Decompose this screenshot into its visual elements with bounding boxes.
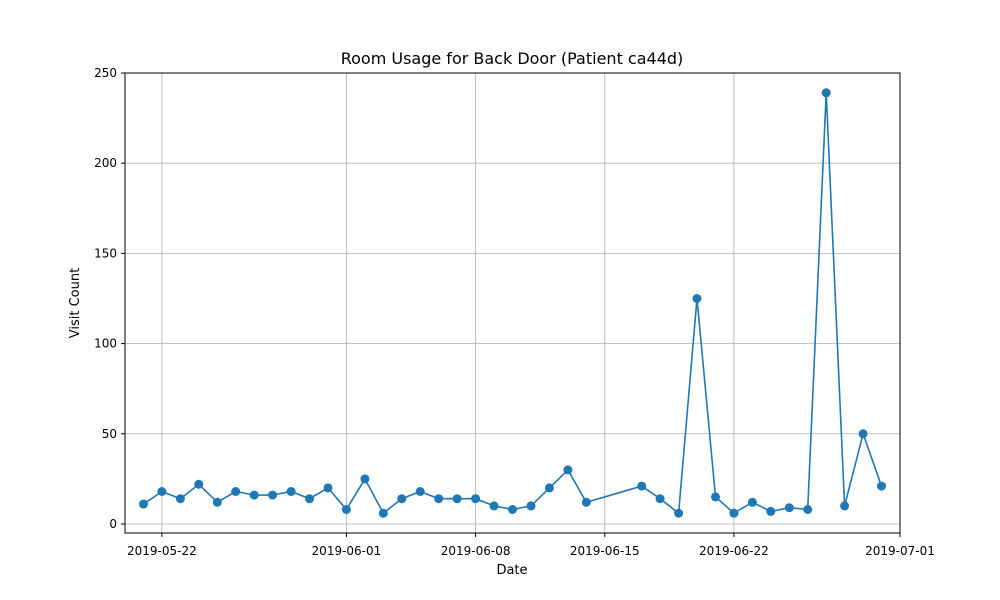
- data-point: [415, 487, 425, 496]
- data-point: [803, 505, 813, 514]
- data-point: [434, 494, 444, 504]
- data-point: [341, 505, 351, 514]
- x-tick-label: 2019-06-01: [312, 544, 382, 558]
- data-point: [526, 501, 536, 511]
- data-point: [397, 494, 407, 504]
- y-tick-label: 200: [94, 156, 117, 170]
- y-axis-label: Visit Count: [68, 268, 83, 338]
- y-axis: 0 50 100 150 200 250: [94, 66, 125, 531]
- data-point: [858, 429, 868, 439]
- data-point: [471, 494, 481, 504]
- data-point: [674, 508, 684, 518]
- y-tick-label: 100: [94, 337, 117, 351]
- data-point: [194, 479, 204, 489]
- data-point: [655, 494, 665, 504]
- y-tick-label: 250: [94, 66, 117, 80]
- x-tick-label: 2019-05-22: [127, 544, 197, 558]
- data-point: [175, 494, 185, 504]
- data-point: [212, 497, 222, 507]
- x-tick-label: 2019-07-01: [865, 544, 935, 558]
- data-point: [581, 497, 591, 507]
- data-point: [711, 492, 720, 502]
- plot-area-frame: [124, 72, 901, 534]
- data-point: [323, 483, 333, 493]
- data-point: [544, 483, 554, 493]
- x-tick-label: 2019-06-15: [570, 544, 640, 558]
- x-axis: 2019-05-22 2019-06-01 2019-06-08 2019-06-15…: [127, 533, 935, 558]
- data-point: [286, 487, 296, 496]
- x-tick-label: 2019-06-22: [699, 544, 769, 558]
- data-point: [784, 503, 794, 513]
- data-point: [766, 506, 776, 516]
- data-point: [305, 494, 314, 504]
- series-line: [143, 92, 883, 515]
- data-point: [231, 487, 241, 496]
- data-point: [508, 505, 517, 514]
- data-point: [360, 474, 370, 484]
- series-group: [139, 88, 886, 518]
- x-axis-label: Date: [496, 563, 527, 578]
- grid-lines: [125, 72, 901, 533]
- data-point: [729, 508, 739, 518]
- data-point: [821, 88, 831, 98]
- data-point: [877, 481, 886, 491]
- data-point: [249, 490, 259, 500]
- data-point: [157, 487, 167, 496]
- y-tick-label: 150: [94, 246, 117, 260]
- y-tick-label: 50: [102, 427, 117, 441]
- y-tick-label: 0: [109, 517, 117, 531]
- data-point: [563, 465, 573, 475]
- data-point: [840, 501, 850, 511]
- x-tick-label: 2019-06-08: [441, 544, 511, 558]
- data-point: [747, 497, 757, 507]
- data-point: [692, 294, 702, 303]
- data-point: [489, 501, 499, 511]
- chart-title: Room Usage for Back Door (Patient ca44d): [341, 49, 684, 68]
- data-point: [268, 490, 278, 500]
- data-point: [139, 499, 148, 509]
- data-point: [637, 481, 647, 491]
- data-point: [378, 508, 388, 518]
- data-point: [452, 494, 462, 504]
